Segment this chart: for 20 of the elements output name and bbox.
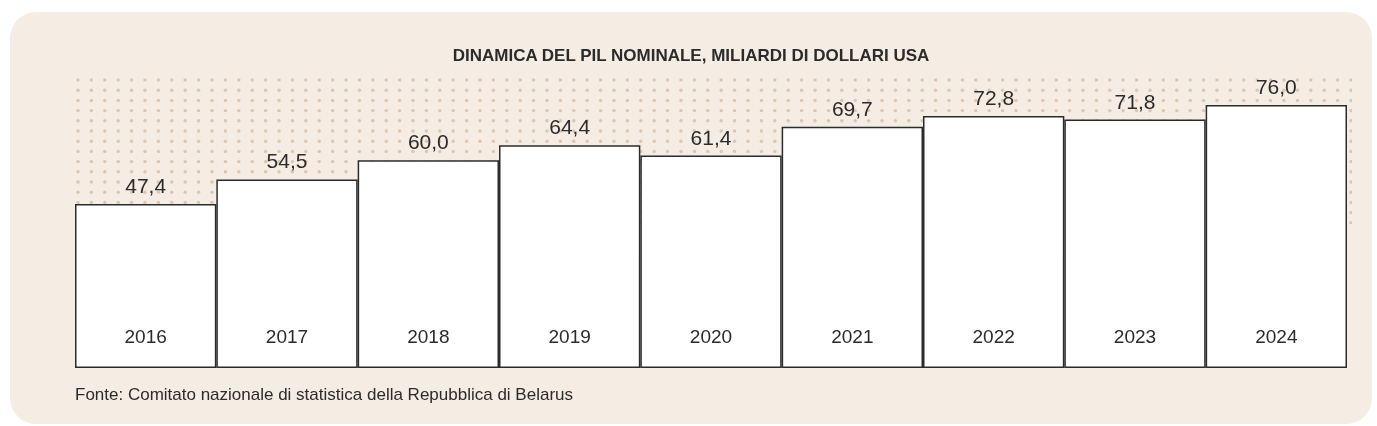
data-label: 76,0 bbox=[1255, 75, 1297, 98]
data-label: 69,7 bbox=[831, 96, 873, 120]
data-label: 71,8 bbox=[1114, 89, 1156, 113]
x-tick-label: 2023 bbox=[1113, 326, 1157, 347]
data-label: 47,4 bbox=[125, 173, 167, 197]
data-label: 64,4 bbox=[549, 115, 591, 139]
x-tick-label: 2019 bbox=[548, 326, 591, 347]
x-tick-label: 2024 bbox=[1255, 326, 1298, 347]
source-note: Fonte: Comitato nazionale di statistica della Repubblica di Belarus bbox=[75, 385, 573, 404]
data-label: 61,4 bbox=[690, 125, 732, 149]
data-label: 54,5 bbox=[266, 149, 308, 173]
x-tick-label: 2020 bbox=[689, 326, 733, 347]
x-tick-label: 2022 bbox=[972, 326, 1015, 347]
x-tick-label: 2021 bbox=[831, 326, 874, 347]
data-label: 60,0 bbox=[407, 130, 449, 154]
x-tick-label: 2016 bbox=[124, 326, 167, 347]
x-tick-label: 2017 bbox=[265, 326, 309, 347]
x-tick-label: 2018 bbox=[407, 326, 450, 347]
data-label: 72,8 bbox=[973, 86, 1015, 110]
chart-title: DINAMICA DEL PIL NOMINALE, MILIARDI DI DOLLARI USA bbox=[452, 46, 930, 65]
